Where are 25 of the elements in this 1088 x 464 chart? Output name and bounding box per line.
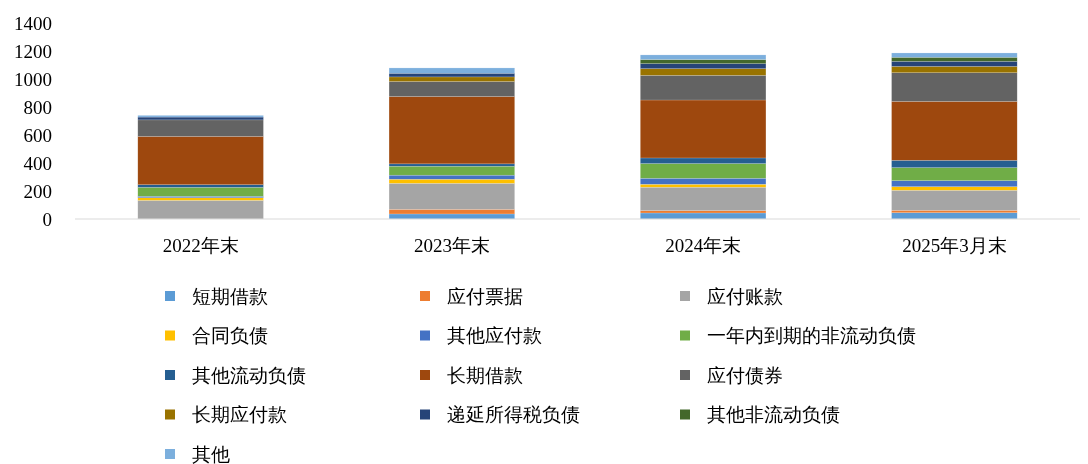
legend-label: 应付账款 — [707, 285, 783, 307]
y-tick-label: 0 — [42, 208, 52, 230]
legend-label: 应付票据 — [447, 285, 523, 307]
legend-label: 其他非流动负债 — [707, 404, 840, 426]
legend-label: 递延所得税负债 — [447, 404, 580, 426]
legend-label: 其他应付款 — [447, 325, 542, 347]
x-tick-label: 2025年3月末 — [902, 235, 1007, 256]
x-tick-label: 2022年末 — [162, 235, 239, 256]
x-tick-label: 2024年末 — [665, 235, 742, 256]
y-tick-label: 1000 — [14, 68, 52, 90]
y-tick-label: 400 — [23, 152, 52, 174]
legend-label: 其他 — [192, 443, 230, 464]
y-tick-label: 1400 — [14, 12, 52, 34]
legend-label: 合同负债 — [192, 325, 268, 347]
legend-label: 一年内到期的非流动负债 — [707, 325, 916, 347]
legend-label: 其他流动负债 — [192, 364, 306, 386]
x-tick-label: 2023年末 — [413, 235, 490, 256]
y-tick-label: 1200 — [14, 40, 52, 62]
legend-label: 长期应付款 — [192, 404, 287, 426]
legend-label: 短期借款 — [192, 285, 268, 307]
legend-label: 应付债券 — [707, 364, 783, 386]
y-tick-label: 800 — [23, 96, 52, 118]
legend-label: 长期借款 — [447, 364, 523, 386]
y-tick-label: 600 — [23, 124, 52, 146]
y-tick-label: 200 — [23, 180, 52, 202]
